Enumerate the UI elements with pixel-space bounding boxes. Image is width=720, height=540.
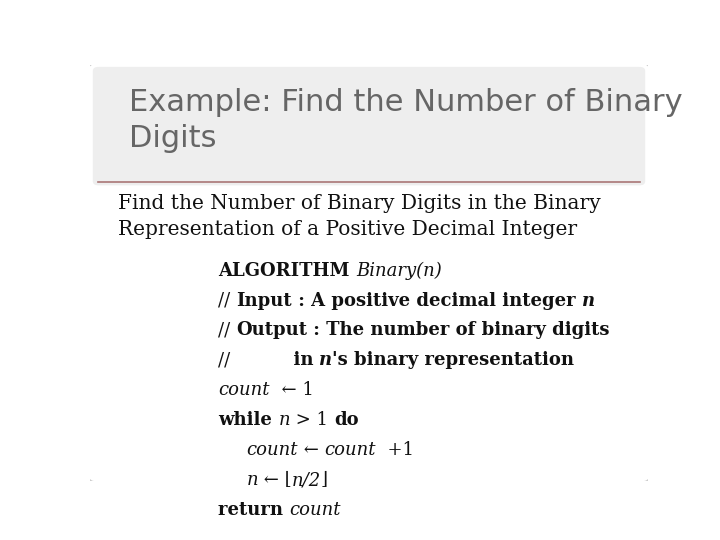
Text: count: count [218,381,270,400]
Text: //: // [218,292,236,309]
Text: : The number of binary digits: : The number of binary digits [307,321,610,340]
Text: //: // [218,352,230,369]
Text: +1: +1 [376,441,414,459]
Text: Output: Output [236,321,307,340]
Text: count: count [325,441,376,459]
Text: ←: ← [298,441,325,459]
Text: : A positive decimal integer: : A positive decimal integer [292,292,582,309]
Text: ← ⌊: ← ⌊ [258,471,292,489]
FancyBboxPatch shape [87,63,651,483]
Text: count: count [289,501,341,519]
Text: while: while [218,411,279,429]
Text: n: n [279,411,290,429]
Text: Input: Input [236,292,292,309]
Text: 's binary representation: 's binary representation [333,352,575,369]
Text: return: return [218,501,289,519]
FancyBboxPatch shape [93,67,645,185]
Text: Example: Find the Number of Binary
Digits: Example: Find the Number of Binary Digit… [129,89,683,153]
Text: n: n [320,352,333,369]
Text: in: in [230,352,320,369]
Text: ⌋: ⌋ [320,471,328,489]
Text: count: count [246,441,298,459]
Text: n: n [582,292,595,309]
Text: Binary(n): Binary(n) [356,261,442,280]
Text: n/2: n/2 [292,471,320,489]
Text: ALGORITHM: ALGORITHM [218,261,356,280]
Text: //: // [218,321,236,340]
Text: Find the Number of Binary Digits in the Binary
Representation of a Positive Deci: Find the Number of Binary Digits in the … [118,194,600,239]
Text: n: n [246,471,258,489]
Text: do: do [334,411,359,429]
Text: ← 1: ← 1 [270,381,314,400]
Text: > 1: > 1 [290,411,334,429]
